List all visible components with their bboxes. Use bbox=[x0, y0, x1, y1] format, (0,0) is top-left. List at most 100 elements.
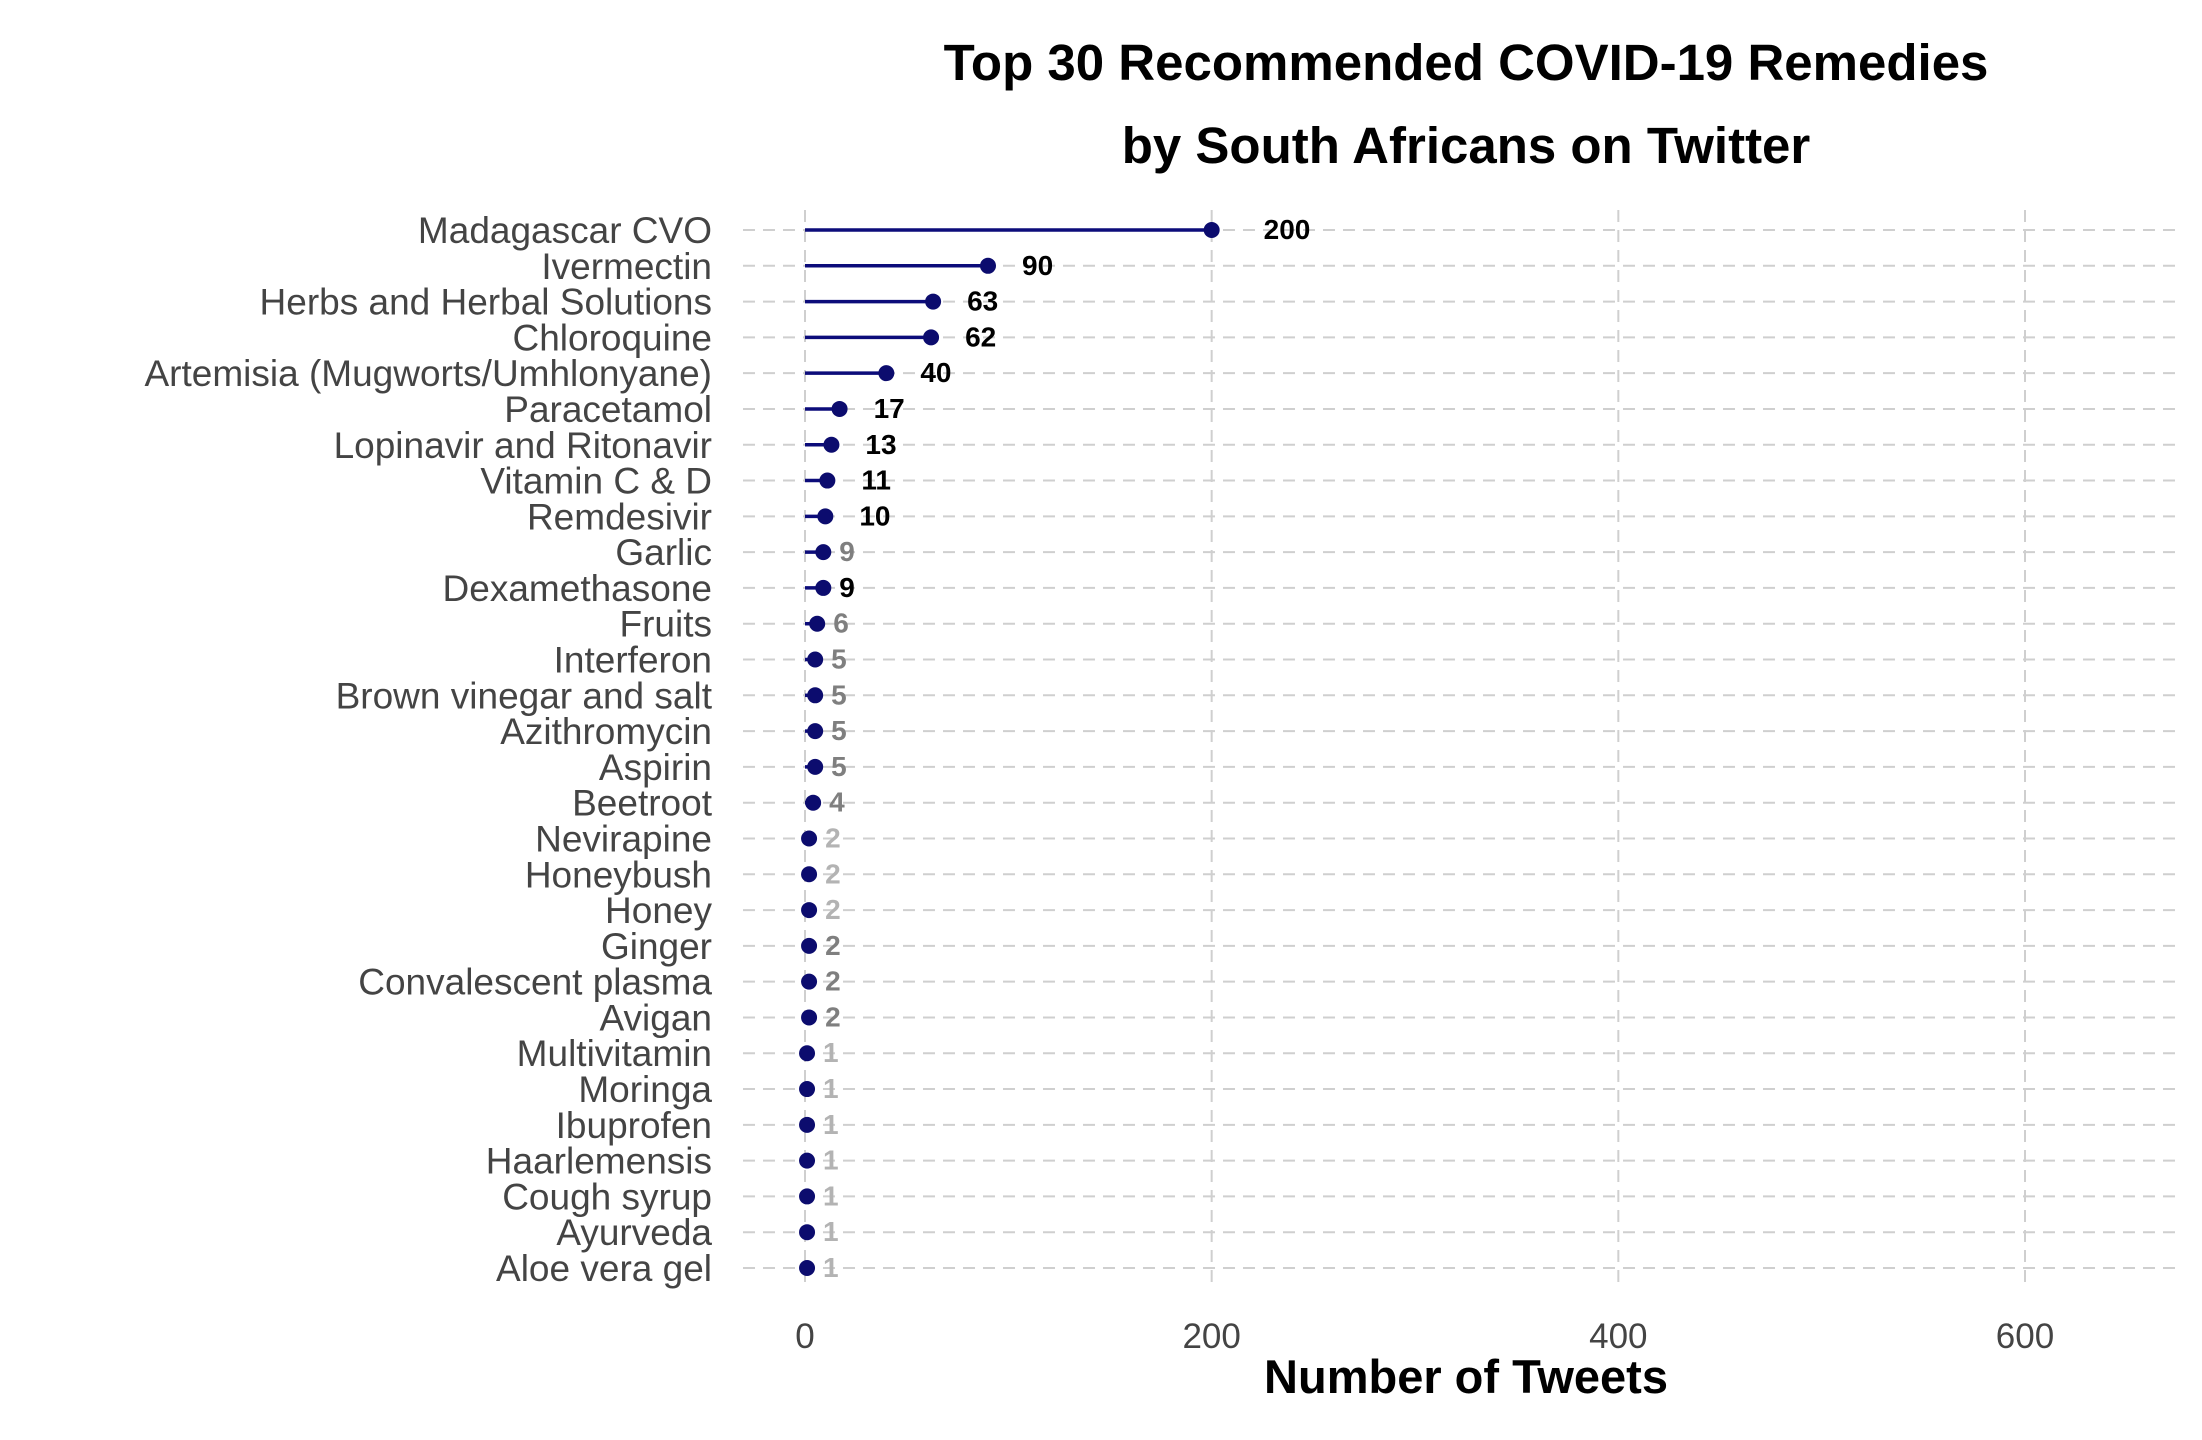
category-label: Madagascar CVO bbox=[418, 210, 712, 251]
x-axis-title: Number of Tweets bbox=[1264, 1350, 1668, 1403]
lollipop-point bbox=[831, 400, 848, 417]
data-label: 1 bbox=[823, 1109, 839, 1140]
category-label: Chloroquine bbox=[512, 317, 712, 358]
data-label: 4 bbox=[829, 787, 845, 818]
data-label: 40 bbox=[920, 357, 951, 388]
category-label: Azithromycin bbox=[500, 711, 712, 752]
stems bbox=[805, 228, 1212, 1270]
data-label: 6 bbox=[833, 608, 849, 639]
lollipop-point bbox=[809, 615, 826, 632]
lollipop-point bbox=[807, 687, 824, 704]
data-label: 5 bbox=[831, 715, 847, 746]
data-label: 17 bbox=[874, 393, 905, 424]
lollipop-point bbox=[819, 472, 836, 489]
data-label: 63 bbox=[967, 286, 998, 317]
data-label: 9 bbox=[839, 572, 855, 603]
category-label: Honey bbox=[605, 890, 712, 931]
x-tick-label: 200 bbox=[1182, 1317, 1240, 1356]
data-label: 1 bbox=[823, 1252, 839, 1283]
category-label: Artemisia (Mugworts/Umhlonyane) bbox=[144, 353, 712, 394]
lollipop-point bbox=[801, 902, 818, 919]
category-label: Moringa bbox=[578, 1069, 712, 1110]
data-label: 1 bbox=[823, 1145, 839, 1176]
lollipop-point bbox=[878, 365, 895, 382]
lollipop-point bbox=[801, 866, 818, 883]
data-label: 2 bbox=[825, 966, 841, 997]
data-label: 2 bbox=[825, 822, 841, 853]
lollipop-point bbox=[815, 579, 832, 596]
category-label: Brown vinegar and salt bbox=[336, 675, 713, 716]
category-label: Paracetamol bbox=[504, 389, 712, 430]
data-label: 2 bbox=[825, 930, 841, 961]
data-label: 1 bbox=[823, 1180, 839, 1211]
lollipop-point bbox=[925, 293, 942, 310]
data-label: 1 bbox=[823, 1037, 839, 1068]
data-label: 200 bbox=[1264, 214, 1311, 245]
data-label: 10 bbox=[859, 500, 890, 531]
lollipop-point bbox=[799, 1224, 816, 1241]
lollipop-point bbox=[799, 1152, 816, 1169]
points bbox=[799, 222, 1220, 1276]
lollipop-point bbox=[799, 1188, 816, 1205]
data-label: 62 bbox=[965, 321, 996, 352]
category-label: Dexamethasone bbox=[443, 568, 712, 609]
category-label: Convalescent plasma bbox=[358, 962, 712, 1003]
chart-title-line-1: Top 30 Recommended COVID-19 Remedies bbox=[944, 34, 1989, 91]
category-label: Beetroot bbox=[572, 783, 713, 824]
lollipop-point bbox=[799, 1045, 816, 1062]
category-label: Aloe vera gel bbox=[496, 1248, 712, 1289]
data-label: 5 bbox=[831, 751, 847, 782]
lollipop-point bbox=[807, 723, 824, 740]
lollipop-point bbox=[799, 1081, 816, 1098]
chart-title-line-2: by South Africans on Twitter bbox=[1122, 117, 1811, 174]
category-label: Honeybush bbox=[525, 854, 712, 895]
grid bbox=[743, 210, 2180, 1290]
data-label: 9 bbox=[839, 536, 855, 567]
data-label: 90 bbox=[1022, 250, 1053, 281]
x-tick-label: 0 bbox=[795, 1317, 814, 1356]
lollipop-point bbox=[1203, 222, 1220, 238]
data-label: 5 bbox=[831, 644, 847, 675]
data-label: 2 bbox=[825, 894, 841, 925]
lollipop-point bbox=[980, 257, 996, 274]
category-label: Nevirapine bbox=[535, 818, 712, 859]
lollipop-point bbox=[817, 508, 834, 525]
category-label: Vitamin C & D bbox=[480, 461, 712, 502]
x-tick-labels: 0 200 400 600 bbox=[795, 1317, 2054, 1356]
lollipop-point bbox=[801, 830, 818, 847]
data-label: 13 bbox=[865, 429, 896, 460]
lollipop-point bbox=[923, 329, 940, 346]
category-label: Lopinavir and Ritonavir bbox=[334, 425, 712, 466]
category-label: Fruits bbox=[620, 604, 713, 645]
data-label: 2 bbox=[825, 1001, 841, 1032]
lollipop-point bbox=[807, 651, 824, 668]
category-label: Cough syrup bbox=[502, 1176, 712, 1217]
data-label: 1 bbox=[823, 1216, 839, 1247]
category-label: Aspirin bbox=[599, 747, 712, 788]
data-label: 5 bbox=[831, 679, 847, 710]
lollipop-point bbox=[801, 973, 818, 990]
category-label: Interferon bbox=[554, 640, 712, 681]
category-label: Remdesivir bbox=[527, 496, 712, 537]
data-label: 1 bbox=[823, 1073, 839, 1104]
category-label: Haarlemensis bbox=[486, 1141, 712, 1182]
category-label: Ayurveda bbox=[556, 1212, 712, 1253]
lollipop-point bbox=[801, 1009, 818, 1026]
category-label: Ibuprofen bbox=[556, 1105, 712, 1146]
lollipop-point bbox=[799, 1260, 816, 1276]
lollipop-point bbox=[805, 794, 822, 811]
lollipop-point bbox=[799, 1116, 816, 1133]
x-tick-label: 400 bbox=[1589, 1317, 1647, 1356]
data-label: 2 bbox=[825, 858, 841, 889]
lollipop-point bbox=[807, 758, 824, 775]
lollipop-point bbox=[823, 436, 840, 453]
x-tick-label: 600 bbox=[1996, 1317, 2054, 1356]
lollipop-point bbox=[801, 937, 818, 954]
category-label: Herbs and Herbal Solutions bbox=[260, 282, 712, 323]
data-label: 11 bbox=[861, 465, 891, 496]
category-label: Ginger bbox=[601, 926, 712, 967]
category-label: Garlic bbox=[615, 532, 712, 573]
